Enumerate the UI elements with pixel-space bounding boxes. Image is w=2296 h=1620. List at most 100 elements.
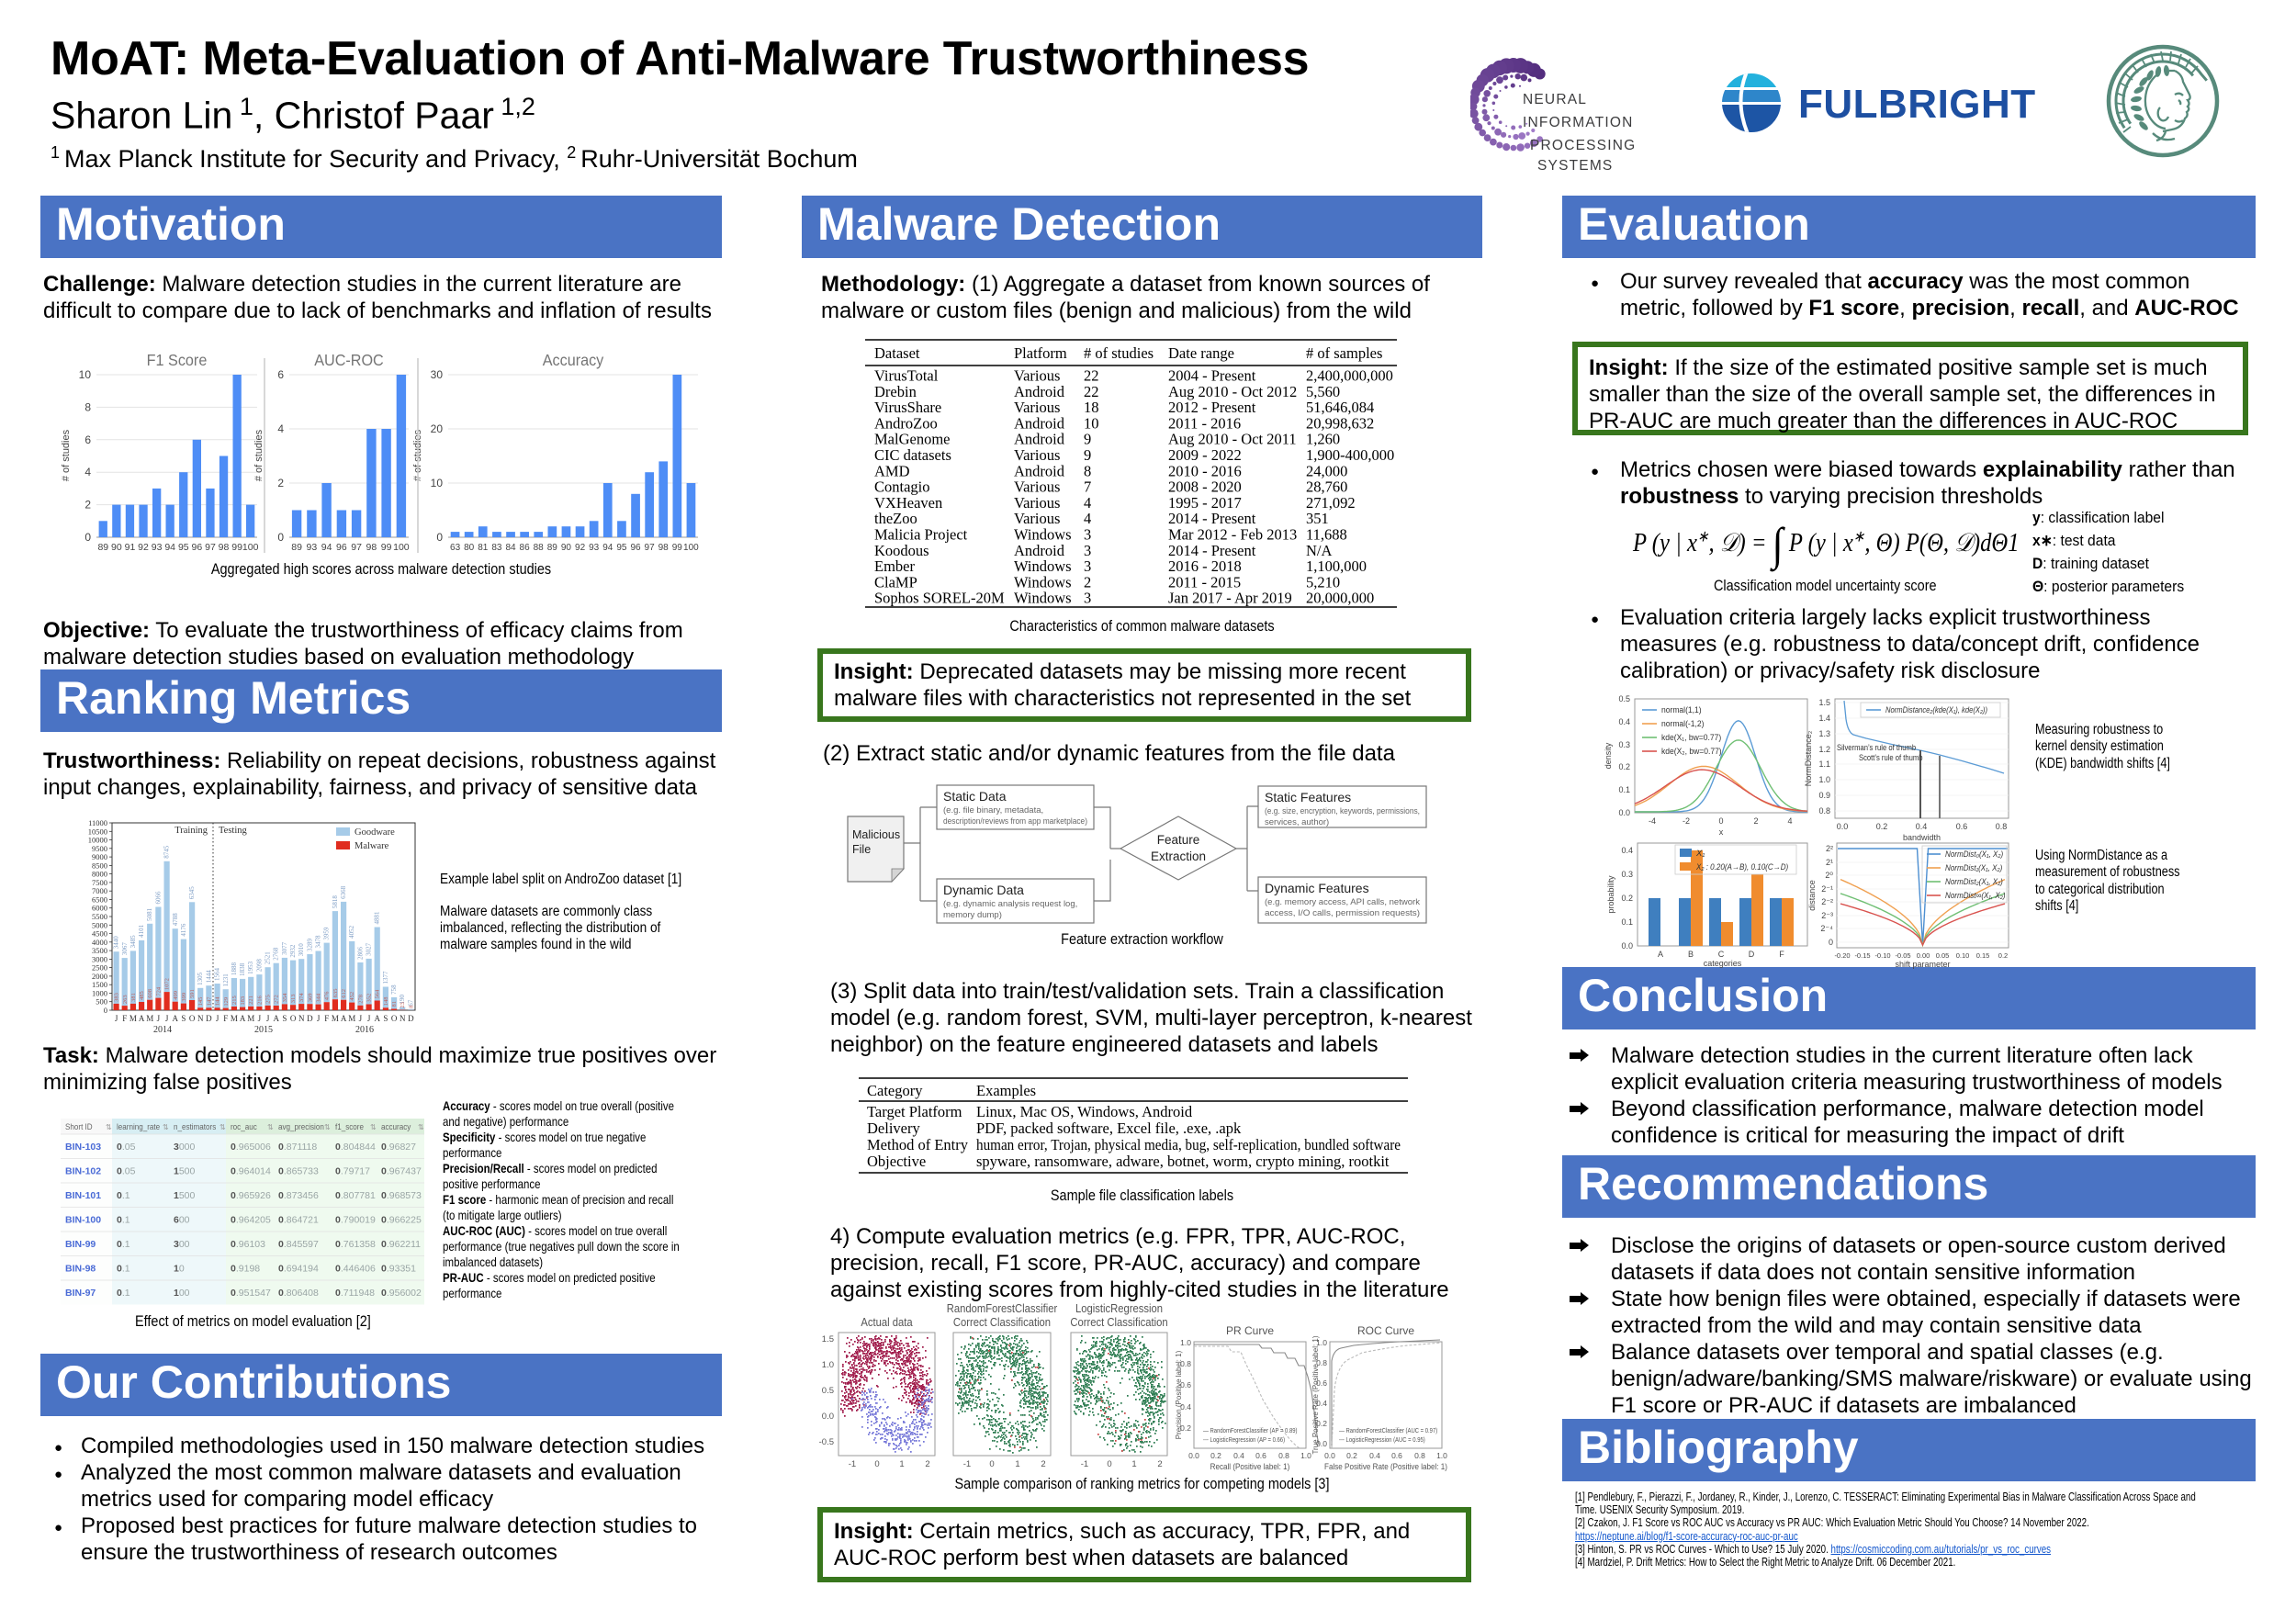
svg-text:D: D (307, 1014, 313, 1023)
svg-text:BIN-101: BIN-101 (65, 1190, 101, 1201)
svg-text:95: 95 (178, 542, 189, 553)
svg-text:28,760: 28,760 (1306, 478, 1347, 496)
svg-text:⇅: ⇅ (324, 1123, 331, 1131)
svg-text:10000: 10000 (88, 836, 107, 845)
svg-text:probability: probability (1606, 875, 1615, 914)
svg-text:0.6: 0.6 (1180, 1380, 1191, 1389)
svg-text:0: 0 (989, 1459, 994, 1469)
svg-text:A: A (341, 1014, 347, 1023)
svg-text:1072: 1072 (164, 978, 171, 990)
svg-text:⇅: ⇅ (219, 1123, 226, 1131)
svg-text:x: x (1719, 827, 1724, 837)
svg-text:Malware: Malware (355, 841, 389, 851)
svg-text:Static Data: Static Data (943, 789, 1007, 804)
svg-text:4176: 4176 (180, 923, 187, 937)
svg-text:3: 3 (1084, 590, 1091, 607)
svg-text:300: 300 (174, 1239, 190, 1250)
svg-text:5081: 5081 (146, 907, 153, 921)
svg-text:Malicia Project: Malicia Project (874, 526, 968, 544)
svg-text:89: 89 (97, 542, 108, 553)
svg-text:Windows: Windows (1014, 590, 1072, 607)
svg-text:10: 10 (431, 477, 444, 489)
svg-text:92: 92 (138, 542, 149, 553)
svg-text:2806: 2806 (356, 947, 364, 961)
svg-text:99: 99 (381, 542, 392, 553)
svg-text:1500: 1500 (174, 1166, 196, 1177)
svg-text:Correct Classification: Correct Classification (1070, 1315, 1167, 1329)
svg-text:3010: 3010 (298, 943, 305, 957)
svg-text:(e.g. memory access, API calls: (e.g. memory access, API calls, network (1265, 897, 1420, 907)
svg-text:Static Features: Static Features (1265, 790, 1351, 804)
svg-text:91: 91 (125, 542, 136, 553)
svg-text:Dynamic Data: Dynamic Data (943, 883, 1024, 897)
svg-text:Various: Various (1014, 399, 1060, 416)
svg-text:BIN-103: BIN-103 (65, 1142, 101, 1153)
svg-text:758: 758 (390, 984, 398, 995)
svg-text:22: 22 (1084, 367, 1099, 385)
svg-text:spyware, ransomware, adware, b: spyware, ransomware, adware, botnet, wor… (976, 1153, 1390, 1170)
svg-text:0.2: 0.2 (1346, 1451, 1357, 1460)
svg-text:Recall (Positive label: 1): Recall (Positive label: 1) (1210, 1462, 1290, 1472)
svg-text:J: J (359, 1014, 363, 1023)
svg-text:J: J (266, 1014, 270, 1023)
svg-text:1: 1 (1131, 1459, 1136, 1469)
svg-text:2012 - Present: 2012 - Present (1168, 399, 1256, 416)
svg-text:O: O (391, 1014, 398, 1023)
svg-text:D: D (408, 1014, 414, 1023)
svg-text:215: 215 (231, 996, 238, 1005)
svg-text:0.964205: 0.964205 (231, 1215, 271, 1226)
svg-text:Malicious: Malicious (852, 828, 900, 841)
svg-text:7500: 7500 (92, 878, 107, 887)
svg-text:0.9198: 0.9198 (231, 1264, 260, 1275)
svg-text:3485: 3485 (129, 935, 137, 949)
svg-text:10: 10 (174, 1264, 185, 1275)
svg-text:0: 0 (436, 531, 443, 544)
svg-text:99: 99 (231, 542, 242, 553)
svg-text:0: 0 (1718, 816, 1723, 826)
svg-text:6500: 6500 (92, 895, 107, 905)
svg-text:0.964014: 0.964014 (231, 1166, 271, 1177)
svg-text:# of studies: # of studies (61, 429, 72, 481)
svg-text:2: 2 (925, 1459, 929, 1469)
svg-text:1.3: 1.3 (1818, 729, 1830, 738)
svg-text:608: 608 (147, 989, 153, 998)
svg-text:roc_auc: roc_auc (231, 1122, 257, 1131)
svg-text:Various: Various (1014, 478, 1060, 496)
svg-text:F: F (122, 1014, 127, 1023)
svg-text:2: 2 (277, 477, 284, 489)
svg-text:Various: Various (1014, 446, 1060, 464)
svg-text:612: 612 (341, 989, 347, 998)
svg-text:5500: 5500 (92, 912, 107, 921)
svg-text:Various: Various (1014, 510, 1060, 527)
svg-text:distance: distance (1807, 880, 1817, 911)
svg-text:VirusShare: VirusShare (874, 399, 941, 416)
svg-text:kde(X₂, bw=0.77): kde(X₂, bw=0.77) (1661, 747, 1722, 757)
svg-text:0.79717: 0.79717 (335, 1166, 370, 1177)
svg-text:False Positive Rate (Positive: False Positive Rate (Positive label: 1) (1324, 1462, 1447, 1472)
svg-text:1.5: 1.5 (1818, 698, 1830, 707)
svg-text:BIN-100: BIN-100 (65, 1215, 101, 1226)
svg-text:J: J (165, 1014, 169, 1023)
svg-text:1: 1 (1015, 1459, 1019, 1469)
svg-text:5,560: 5,560 (1306, 383, 1340, 400)
svg-text:500: 500 (96, 997, 107, 1007)
svg-text:4101: 4101 (138, 924, 145, 938)
svg-text:Aug 2010 - Oct 2011: Aug 2010 - Oct 2011 (1168, 431, 1297, 448)
svg-text:81: 81 (391, 1001, 398, 1007)
svg-text:Dynamic Features: Dynamic Features (1265, 881, 1369, 895)
svg-text:RandomForestClassifier: RandomForestClassifier (947, 1301, 1058, 1315)
svg-text:A: A (139, 1014, 145, 1023)
svg-text:O: O (290, 1014, 297, 1023)
svg-text:0: 0 (104, 1006, 107, 1015)
svg-text:190: 190 (399, 995, 406, 1005)
svg-text:Category: Category (867, 1082, 923, 1099)
svg-text:BIN-102: BIN-102 (65, 1166, 101, 1177)
svg-text:0: 0 (1829, 938, 1833, 947)
svg-text:2014: 2014 (153, 1025, 172, 1035)
svg-text:2008 - 2020: 2008 - 2020 (1168, 478, 1242, 496)
svg-text:Aug 2010 - Oct 2012: Aug 2010 - Oct 2012 (1168, 383, 1297, 400)
svg-text:M: M (247, 1014, 254, 1023)
svg-text:4000: 4000 (92, 938, 107, 947)
svg-text:0.873456: 0.873456 (278, 1190, 319, 1201)
svg-text:2932: 2932 (289, 944, 297, 958)
